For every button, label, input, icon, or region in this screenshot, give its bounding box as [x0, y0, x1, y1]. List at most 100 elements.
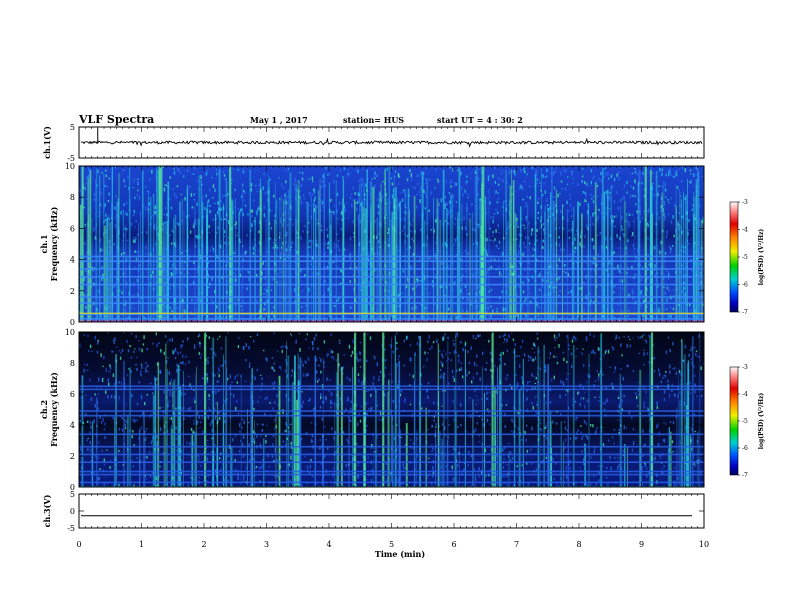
- spectrogram-speckle: [217, 380, 218, 383]
- spectrogram-speckle: [88, 350, 89, 351]
- spectrogram-speckle: [316, 359, 317, 362]
- spectrogram-speckle: [243, 346, 244, 350]
- spectrogram-speckle: [665, 423, 666, 425]
- spectrogram-speckle: [660, 210, 661, 212]
- spectrogram-speckle: [345, 208, 346, 212]
- spectrogram-sferic: [194, 206, 195, 322]
- spectrogram-speckle: [563, 271, 564, 273]
- spectrogram-speckle: [312, 177, 313, 181]
- spectrogram-speckle: [111, 351, 112, 353]
- spectrogram-speckle: [105, 203, 106, 206]
- spectrogram-speckle: [104, 436, 105, 439]
- spectrogram-speckle: [568, 345, 569, 347]
- spectrogram-speckle: [543, 223, 544, 225]
- spectrogram-speckle: [427, 352, 428, 354]
- spectrogram-speckle: [245, 205, 246, 207]
- spectrogram-speckle: [576, 348, 577, 350]
- spectrogram-speckle: [546, 169, 547, 173]
- spectrogram-speckle: [134, 197, 135, 200]
- spectrogram-speckle: [544, 435, 545, 437]
- spectrogram-speckle: [559, 291, 560, 292]
- spectrogram-speckle: [317, 381, 318, 383]
- spectrogram-speckle: [200, 175, 201, 179]
- spectrogram-speckle: [79, 189, 80, 193]
- spectrogram-sferic: [129, 167, 130, 322]
- spectrogram-speckle: [454, 239, 455, 240]
- spectrogram-speckle: [398, 359, 399, 361]
- spectrogram-speckle: [135, 250, 136, 253]
- spectrogram-speckle: [546, 198, 547, 202]
- spectrogram-speckle: [520, 184, 521, 187]
- spectrogram-speckle: [214, 374, 215, 376]
- spectrogram-speckle: [372, 168, 373, 170]
- spectrogram-speckle: [104, 185, 105, 187]
- spectrogram-speckle: [312, 193, 313, 196]
- spectrogram-speckle: [416, 206, 417, 209]
- spectrogram-speckle: [690, 173, 691, 174]
- spectrogram-speckle: [108, 378, 109, 382]
- spectrogram-speckle: [635, 195, 636, 197]
- spectrogram-speckle: [632, 173, 633, 175]
- spectrogram-speckle: [304, 456, 305, 457]
- spectrogram-speckle: [174, 171, 175, 174]
- spectrogram-speckle: [318, 379, 319, 381]
- spectrogram-speckle: [197, 235, 198, 239]
- spectrogram-speckle: [262, 429, 263, 432]
- spectrogram-speckle: [233, 394, 234, 398]
- spectrogram-speckle: [689, 181, 690, 184]
- spectrogram-speckle: [526, 202, 527, 204]
- spectrogram-sferic: [365, 208, 367, 322]
- spectrogram-speckle: [667, 231, 668, 235]
- spectrogram-speckle: [671, 221, 672, 224]
- spectrogram-speckle: [508, 185, 509, 187]
- y-tick-label: 8: [70, 193, 75, 202]
- spectrogram-sferic: [677, 220, 679, 322]
- spectrogram-speckle: [683, 189, 684, 190]
- spectrogram-speckle: [309, 192, 310, 195]
- spectrogram-speckle: [473, 376, 474, 379]
- spectrogram-speckle: [346, 194, 347, 195]
- spectrogram-speckle: [553, 458, 554, 461]
- spectrogram-speckle: [331, 392, 332, 396]
- spectrogram-speckle: [553, 196, 554, 198]
- spectrogram-speckle: [456, 201, 457, 203]
- spectrogram-sferic: [173, 218, 174, 322]
- spectrogram-speckle: [591, 351, 592, 353]
- spectrogram-speckle: [169, 339, 170, 342]
- spectrogram-speckle: [360, 420, 361, 423]
- spectrogram-speckle: [511, 418, 512, 421]
- spectrogram-speckle: [694, 463, 695, 465]
- spectrogram-speckle: [118, 484, 119, 486]
- spectrogram-speckle: [99, 468, 100, 470]
- spectrogram-speckle: [685, 168, 686, 172]
- spectrogram-speckle: [461, 187, 462, 191]
- spectrogram-speckle: [273, 195, 274, 198]
- spectrogram-speckle: [126, 202, 127, 205]
- spectrogram-speckle: [307, 333, 308, 335]
- spectrogram-speckle: [633, 195, 634, 198]
- spectrogram-speckle: [253, 408, 254, 411]
- spectrogram-speckle: [368, 281, 369, 284]
- spectrogram-speckle: [201, 418, 202, 419]
- spectrogram-speckle: [688, 230, 689, 231]
- spectrogram-speckle: [126, 213, 127, 216]
- spectrogram-sferic: [373, 187, 375, 322]
- spectrogram-speckle: [666, 298, 667, 301]
- spectrogram-speckle: [451, 359, 452, 361]
- spectrogram-speckle: [141, 396, 142, 400]
- spectrogram-speckle: [194, 400, 195, 403]
- spectrogram-speckle: [488, 340, 489, 343]
- spectrogram-speckle: [163, 223, 164, 226]
- spectrogram-speckle: [390, 344, 391, 345]
- spectrogram-speckle: [135, 335, 136, 338]
- spectrogram-speckle: [272, 408, 273, 411]
- spectrogram-speckle: [659, 373, 660, 377]
- spectrogram-speckle: [658, 310, 659, 313]
- spectrogram-speckle: [615, 226, 616, 228]
- spectrogram-speckle: [304, 310, 305, 311]
- spectrogram-speckle: [458, 355, 459, 358]
- spectrogram-speckle: [137, 190, 138, 192]
- spectrogram-speckle: [169, 382, 170, 385]
- spectrogram-speckle: [593, 335, 594, 337]
- spectrogram-speckle: [469, 214, 470, 215]
